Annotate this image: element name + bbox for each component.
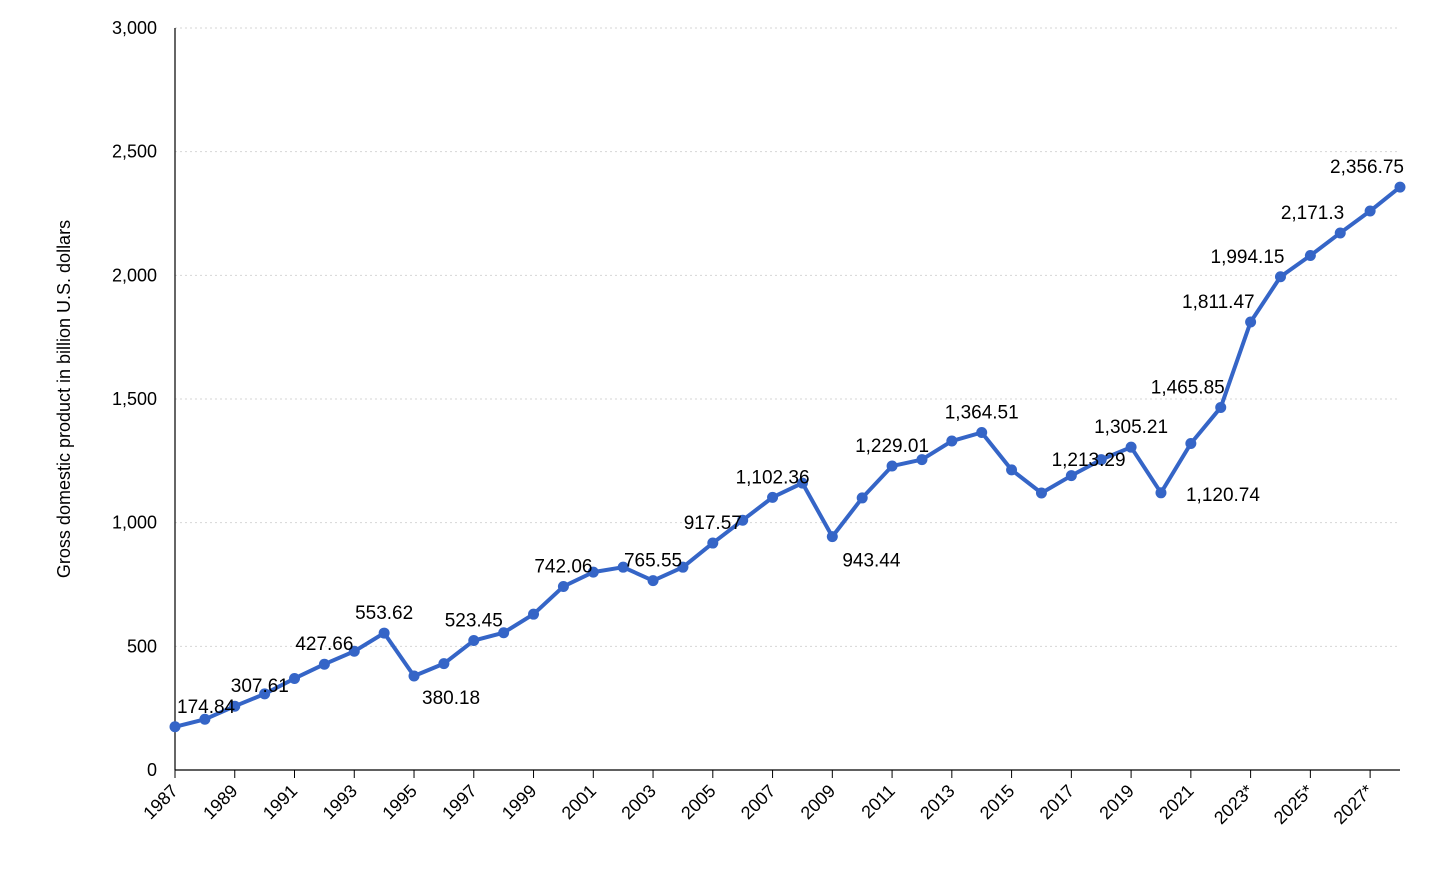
point-label: 523.45 [445,611,503,632]
data-point[interactable] [289,673,300,684]
point-label: 1,120.74 [1186,485,1260,506]
point-label: 1,229.01 [855,436,929,457]
point-label: 943.44 [842,551,901,572]
x-tick-label: 2019 [1095,781,1137,823]
x-tick-label: 1989 [199,781,241,823]
y-axis-label: Gross domestic product in billion U.S. d… [54,220,74,578]
point-label: 553.62 [355,603,413,624]
point-label: 765.55 [624,551,682,572]
data-point[interactable] [468,635,479,646]
data-point[interactable] [1006,464,1017,475]
data-point[interactable] [558,581,569,592]
data-point[interactable] [170,721,181,732]
data-point[interactable] [1215,402,1226,413]
x-tick-label: 2021 [1155,781,1197,823]
data-point[interactable] [438,658,449,669]
point-label: 917.57 [684,513,742,534]
data-point[interactable] [379,628,390,639]
x-tick-label: 1995 [378,781,420,823]
point-label: 1,213.29 [1052,450,1126,471]
point-label: 174.84 [177,697,236,718]
y-tick-label: 1,000 [112,513,157,533]
point-label: 742.06 [534,556,592,577]
data-point[interactable] [1126,442,1137,453]
x-tick-label: 1997 [438,781,480,823]
y-tick-label: 3,000 [112,18,157,38]
x-tick-label: 2015 [976,781,1018,823]
data-point[interactable] [976,427,987,438]
x-tick-label: 2017 [1036,781,1078,823]
x-tick-label: 1993 [319,781,361,823]
data-point[interactable] [946,436,957,447]
x-tick-label: 2013 [916,781,958,823]
data-point[interactable] [1305,250,1316,261]
data-point[interactable] [648,575,659,586]
point-label: 2,356.75 [1330,157,1404,178]
x-tick-label: 2001 [558,781,600,823]
y-tick-label: 2,500 [112,142,157,162]
data-point[interactable] [1275,271,1286,282]
x-tick-label: 2027* [1330,781,1377,828]
point-label: 2,171.3 [1281,203,1344,224]
point-label: 307.61 [231,676,289,697]
x-tick-label: 2009 [797,781,839,823]
x-tick-label: 1987 [139,781,181,823]
data-point[interactable] [857,492,868,503]
x-tick-label: 2005 [677,781,719,823]
data-point[interactable] [1365,206,1376,217]
data-point[interactable] [1185,438,1196,449]
y-tick-label: 1,500 [112,389,157,409]
point-label: 427.66 [295,634,353,655]
data-point[interactable] [707,538,718,549]
point-label: 1,305.21 [1094,417,1168,438]
point-label: 380.18 [422,688,480,709]
y-tick-label: 0 [147,760,157,780]
data-point[interactable] [887,461,898,472]
point-label: 1,364.51 [945,403,1019,424]
data-point[interactable] [1036,487,1047,498]
point-label: 1,994.15 [1211,247,1285,268]
data-point[interactable] [1395,182,1406,193]
chart-svg: 0 500 1,000 1,500 2,000 2,500 3,000 Gross domes… [0,0,1448,871]
data-point[interactable] [528,609,539,620]
series-line [175,187,1400,727]
x-tick-label: 2023* [1210,781,1257,828]
data-point[interactable] [1245,316,1256,327]
data-point[interactable] [409,670,420,681]
data-point[interactable] [1335,227,1346,238]
point-label: 1,465.85 [1151,377,1225,398]
x-tick-label: 1999 [498,781,540,823]
gdp-line-chart: 0 500 1,000 1,500 2,000 2,500 3,000 Gross domes… [0,0,1448,871]
x-tick-label: 2011 [857,781,899,823]
data-point[interactable] [319,659,330,670]
data-point[interactable] [1155,487,1166,498]
data-point[interactable] [1066,470,1077,481]
x-tick-label: 2025* [1270,781,1317,828]
point-label: 1,102.36 [736,467,810,488]
data-point[interactable] [767,492,778,503]
y-tick-label: 500 [127,636,157,656]
x-tick-label: 2003 [617,781,659,823]
point-label: 1,811.47 [1182,292,1255,313]
data-point[interactable] [827,531,838,542]
y-tick-label: 2,000 [112,265,157,285]
x-tick-label: 1991 [259,781,301,823]
x-tick-label: 2007 [737,781,779,823]
